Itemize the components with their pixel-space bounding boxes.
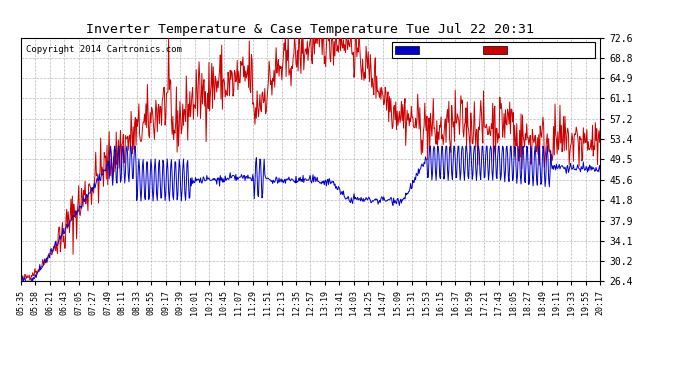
Legend: Case  (°C), Inverter  (°C): Case (°C), Inverter (°C) — [392, 42, 595, 58]
Title: Inverter Temperature & Case Temperature Tue Jul 22 20:31: Inverter Temperature & Case Temperature … — [86, 23, 535, 36]
Text: Copyright 2014 Cartronics.com: Copyright 2014 Cartronics.com — [26, 45, 182, 54]
